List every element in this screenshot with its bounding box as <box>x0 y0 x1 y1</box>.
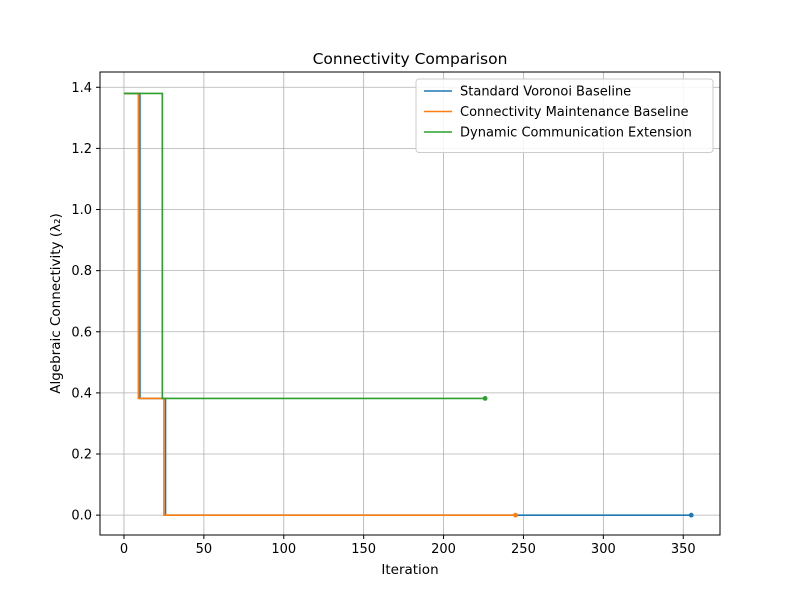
y-tick-label: 0.0 <box>71 509 92 524</box>
series-lines <box>123 92 694 518</box>
x-tick-label: 200 <box>431 542 456 557</box>
y-axis-label: Algebraic Connectivity (λ₂) <box>48 213 64 394</box>
y-tick-label: 0.4 <box>71 386 92 401</box>
x-tick-label: 300 <box>591 542 616 557</box>
y-tick-label: 1.2 <box>71 142 92 157</box>
x-tick-label: 50 <box>196 542 213 557</box>
y-tick-label: 0.2 <box>71 448 92 463</box>
series-end-point-connectivity-maintenance-baseline <box>513 512 518 518</box>
legend: Standard Voronoi Baseline Connectivity Ma… <box>415 78 714 153</box>
legend-label: Standard Voronoi Baseline <box>460 85 631 100</box>
y-tick-label: 0.8 <box>71 264 92 279</box>
series-end-point-dynamic-communication-extension <box>482 395 488 401</box>
series-end-point-standard-voronoi-baseline <box>688 512 694 518</box>
y-tick-label: 1.0 <box>71 203 92 218</box>
legend-label: Dynamic Communication Extension <box>460 126 692 141</box>
plot-frame <box>99 71 721 536</box>
x-tick-label: 250 <box>511 542 536 557</box>
axis-ticks: 0 50 100 150 200 250 300 350 0.0 0.2 0.4 0.6 0.8 1.0 1… <box>71 81 695 557</box>
legend-box <box>415 78 714 153</box>
x-tick-label: 100 <box>271 542 296 557</box>
y-tick-label: 1.4 <box>71 81 92 96</box>
x-tick-label: 350 <box>671 542 696 557</box>
x-tick-label: 150 <box>351 542 376 557</box>
legend-label: Connectivity Maintenance Baseline <box>460 105 689 120</box>
series-line-dynamic-communication-extension <box>123 92 486 400</box>
chart-title: Connectivity Comparison <box>313 50 508 68</box>
y-tick-label: 0.6 <box>71 325 92 340</box>
x-axis-label: Iteration <box>381 562 438 578</box>
x-tick-label: 0 <box>120 542 128 557</box>
